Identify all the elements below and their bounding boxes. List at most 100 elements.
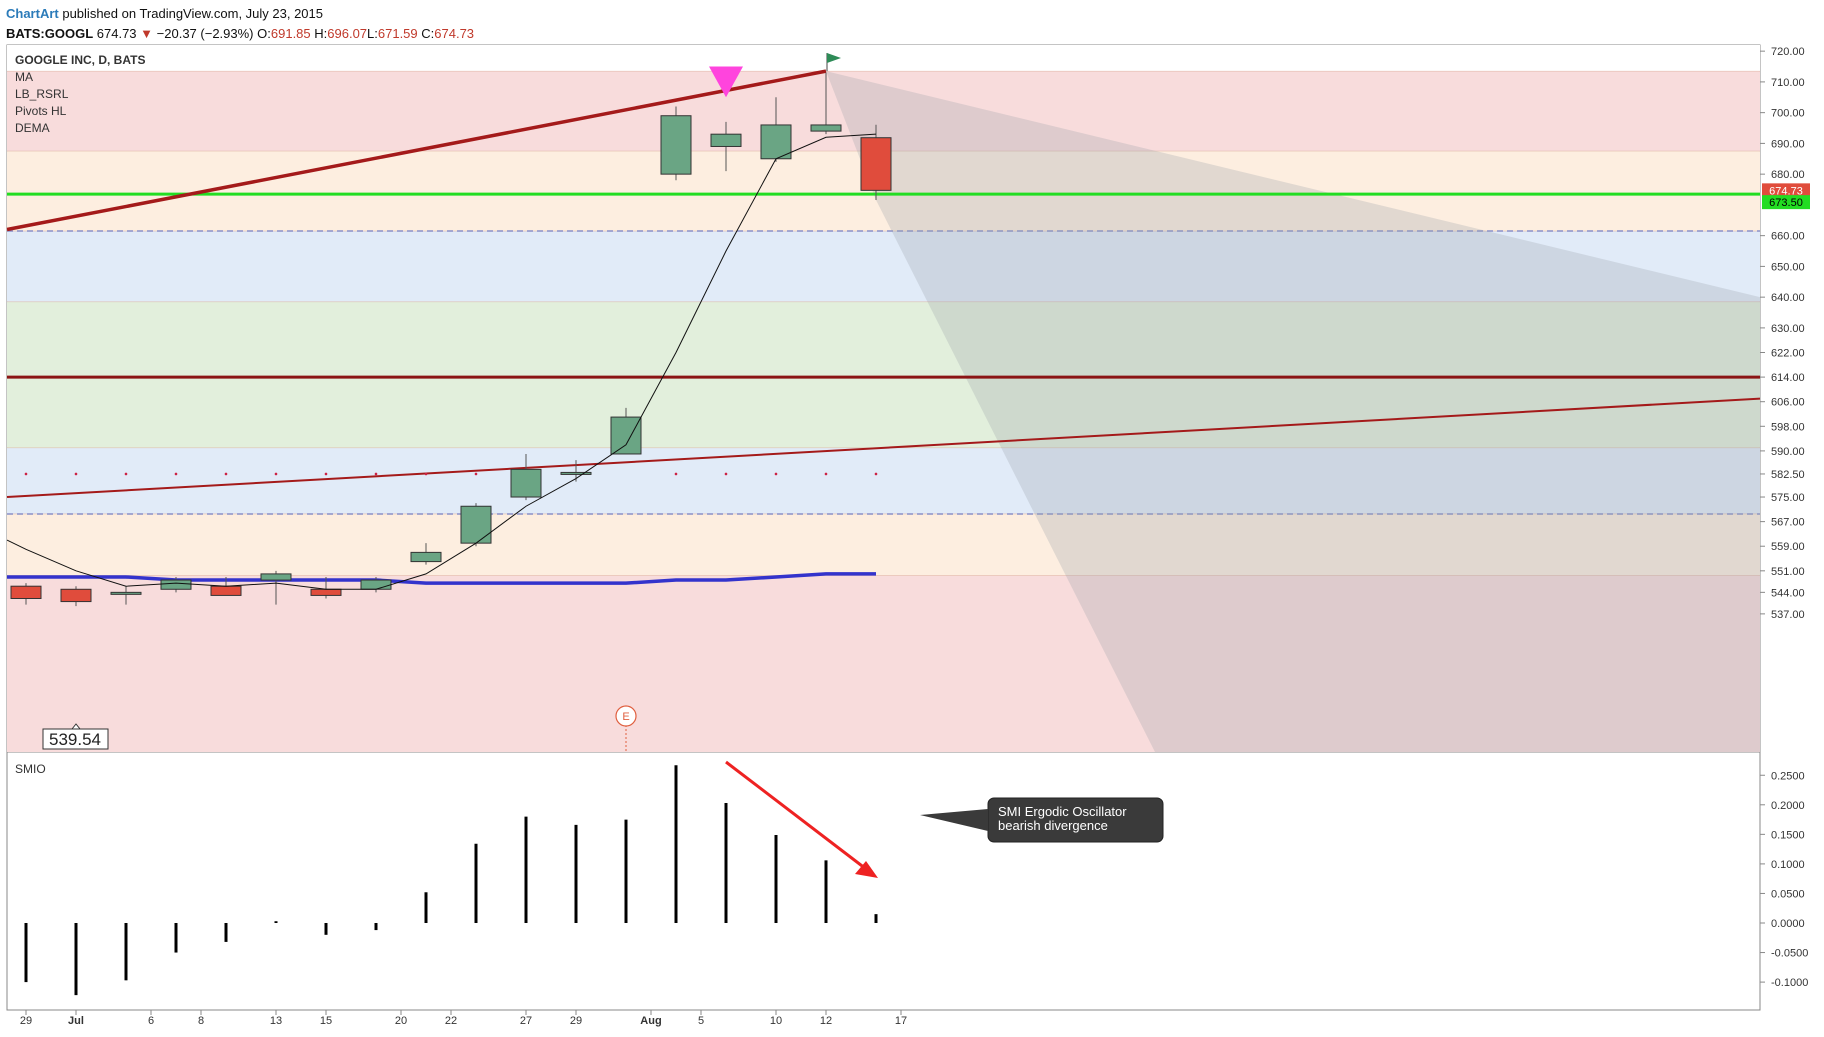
symbol-title: GOOGLE INC, D, BATS bbox=[15, 53, 145, 67]
callout-line-1: SMI Ergodic Oscillator bbox=[998, 804, 1127, 819]
price-pane: E 539.54 bbox=[6, 45, 1761, 752]
arrow-head-icon bbox=[855, 861, 878, 878]
upper-trend-line bbox=[6, 69, 827, 232]
candle-body bbox=[760, 124, 792, 160]
legend: GOOGLE INC, D, BATS MA LB_RSRL Pivots HL DEM… bbox=[15, 53, 145, 135]
time-label: 27 bbox=[520, 1015, 532, 1027]
pivot-dot bbox=[824, 472, 828, 476]
green-level-value: 673.50 bbox=[1769, 197, 1803, 209]
pivot-dot bbox=[324, 472, 328, 476]
price-tick-label: 551.00 bbox=[1771, 566, 1805, 578]
smio-tick-label: 0.1000 bbox=[1771, 859, 1805, 871]
candle-body bbox=[10, 585, 42, 600]
candle-body bbox=[60, 588, 92, 603]
price-tick-label: 567.00 bbox=[1771, 517, 1805, 529]
time-label: Jul bbox=[68, 1015, 84, 1027]
time-label: 22 bbox=[445, 1015, 457, 1027]
pivot-dot bbox=[774, 472, 778, 476]
close-value: 674.73 bbox=[434, 26, 475, 41]
last-price: 674.73 bbox=[96, 26, 137, 41]
callout-pointer bbox=[920, 809, 988, 831]
candle-body bbox=[810, 124, 842, 132]
time-label: 10 bbox=[770, 1015, 782, 1027]
candle-body bbox=[610, 416, 642, 455]
ma-line bbox=[7, 572, 876, 585]
candle-body bbox=[160, 579, 192, 590]
price-axis: 720.00 710.00 700.00 690.00 680.00 674.73673.… bbox=[1760, 46, 1810, 621]
price-tick-label: 720.00 bbox=[1771, 46, 1805, 58]
smio-tick-label: -0.0500 bbox=[1771, 948, 1808, 960]
publisher-line: ChartArt published on TradingView.com, J… bbox=[6, 4, 474, 24]
zone-top bbox=[7, 45, 1760, 72]
brand-link[interactable]: ChartArt bbox=[6, 6, 59, 21]
smio-tick-label: 0.1500 bbox=[1771, 829, 1805, 841]
price-tick-label: 537.00 bbox=[1771, 609, 1805, 621]
sell-triangle-marker bbox=[709, 66, 743, 98]
callout-line-2: bearish divergence bbox=[998, 818, 1108, 833]
price-tick-label: 575.00 bbox=[1771, 492, 1805, 504]
pivot-dot bbox=[124, 472, 128, 476]
pivot-dot bbox=[674, 472, 678, 476]
price-tick-label: 590.00 bbox=[1771, 446, 1805, 458]
flag-icon bbox=[827, 53, 841, 63]
candle-body bbox=[360, 579, 392, 590]
high-label: H: bbox=[314, 26, 328, 41]
candle-body bbox=[710, 133, 742, 147]
candle-body bbox=[860, 137, 892, 191]
low-label-pointer bbox=[70, 723, 82, 730]
price-tick-label: 690.00 bbox=[1771, 138, 1805, 150]
price-tick-label: 650.00 bbox=[1771, 261, 1805, 273]
time-label: 5 bbox=[698, 1015, 704, 1027]
smio-tick-label: 0.0000 bbox=[1771, 918, 1805, 930]
low-value: 671.59 bbox=[377, 26, 418, 41]
zone-band bbox=[7, 575, 1760, 752]
candle-body bbox=[260, 573, 292, 581]
price-tick-label: 606.00 bbox=[1771, 397, 1805, 409]
symbol-label: BATS:GOOGL bbox=[6, 26, 94, 41]
price-tick-label: 640.00 bbox=[1771, 292, 1805, 304]
candle-body bbox=[310, 588, 342, 596]
published-text: published on TradingView.com, July 23, 2… bbox=[58, 6, 323, 21]
open-label: O: bbox=[257, 26, 271, 41]
pivot-dot bbox=[474, 472, 478, 476]
dema-line bbox=[6, 133, 877, 590]
time-axis: 29 Jul 6 8 13 15 20 22 27 29 Aug 5 10 12 17 bbox=[20, 1010, 907, 1027]
candle-body bbox=[410, 551, 442, 563]
pivot-dot bbox=[24, 472, 28, 476]
price-tick-label: 614.00 bbox=[1771, 372, 1805, 384]
time-label: 29 bbox=[570, 1015, 582, 1027]
last-price-tag bbox=[1762, 183, 1810, 198]
candle-body bbox=[110, 591, 142, 595]
indicator-label: Pivots HL bbox=[15, 104, 67, 118]
green-level-tag bbox=[1762, 195, 1810, 210]
indicator-label: LB_RSRL bbox=[15, 87, 69, 101]
smio-pane: SMIO 0.2500 0.2000 0.1500 0.1000 0.0500 0.0000… bbox=[15, 760, 1808, 996]
pivot-dot bbox=[374, 472, 378, 476]
pivot-dot bbox=[874, 472, 878, 476]
zone-band bbox=[7, 231, 1760, 302]
candle-body bbox=[210, 585, 242, 596]
chart-header: ChartArt published on TradingView.com, J… bbox=[6, 4, 474, 44]
pivot-dot bbox=[74, 472, 78, 476]
close-label: C: bbox=[421, 26, 435, 41]
time-label: Aug bbox=[640, 1015, 661, 1027]
zone-band bbox=[7, 301, 1760, 448]
pivot-dot bbox=[724, 472, 728, 476]
pivot-dot bbox=[424, 472, 428, 476]
lower-trend-line bbox=[6, 397, 1761, 499]
indicator-label: DEMA bbox=[15, 121, 50, 135]
price-tick-label: 680.00 bbox=[1771, 169, 1805, 181]
smio-tick-label: 0.0500 bbox=[1771, 888, 1805, 900]
smio-tick-label: 0.2000 bbox=[1771, 800, 1805, 812]
smio-tick-label: 0.2500 bbox=[1771, 770, 1805, 782]
projection-wedge bbox=[826, 71, 1760, 752]
indicator-label: MA bbox=[15, 70, 33, 84]
time-label: 8 bbox=[198, 1015, 204, 1027]
candle-body bbox=[660, 115, 692, 175]
price-tick-label: 710.00 bbox=[1771, 77, 1805, 89]
time-label: 29 bbox=[20, 1015, 32, 1027]
price-tick-label: 559.00 bbox=[1771, 541, 1805, 553]
pivot-dot bbox=[174, 472, 178, 476]
candle-body bbox=[460, 505, 492, 544]
